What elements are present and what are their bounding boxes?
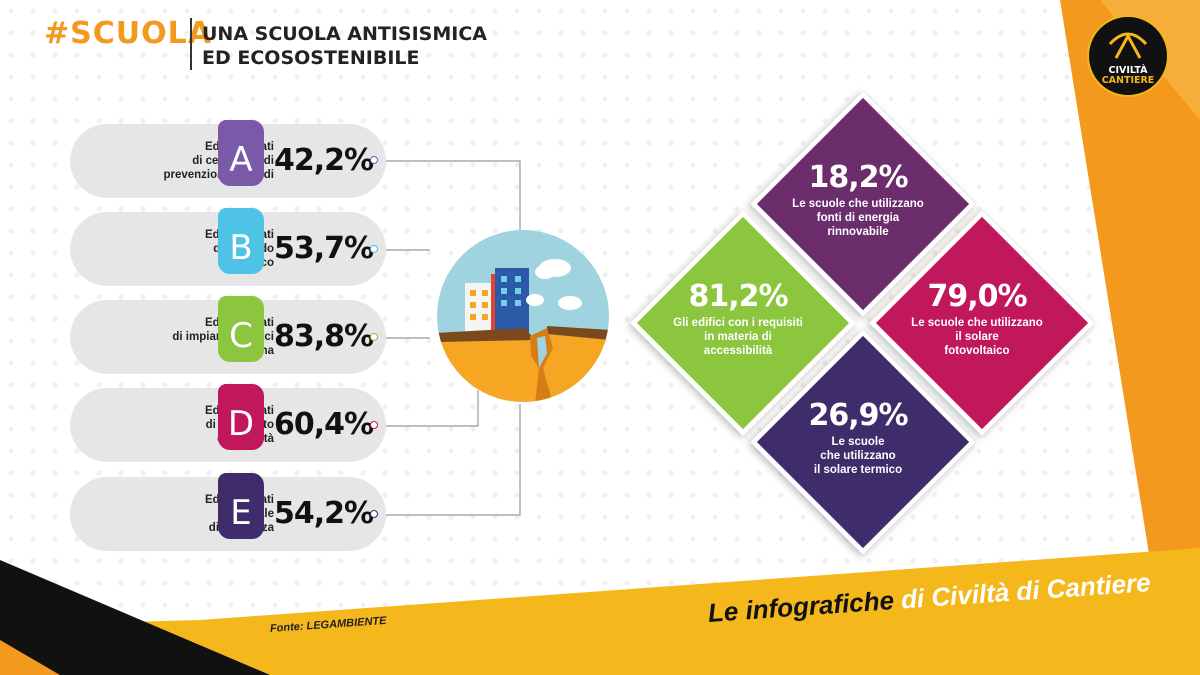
- desc-line: il solare: [955, 330, 999, 343]
- row-letter: D: [227, 404, 255, 444]
- diamond-value: 79,0%: [927, 278, 1027, 314]
- desc-line: accessibilità: [703, 344, 773, 357]
- diamond-value: 26,9%: [808, 397, 908, 433]
- connector-dot: [370, 245, 378, 253]
- orange-band-right: [1060, 0, 1200, 560]
- page-title: UNA SCUOLA ANTISISMICA ED ECOSOSTENIBILE: [202, 22, 487, 70]
- hashtag-label: #SCUOLA: [44, 16, 212, 51]
- diamond-solar-thermal: 26,9% Le scuole che utilizzano il solare…: [778, 357, 938, 517]
- letter-tab: [218, 384, 264, 450]
- civilta-cantiere-logo-icon: [1087, 15, 1169, 97]
- black-triangle-bottom-left: [0, 560, 270, 675]
- connector-dot: [370, 421, 378, 429]
- stat-row-d: Edifici dotati di certificato di agibili…: [70, 384, 386, 462]
- stat-row-b: Edifici dotati di collaudo statico B 53,…: [70, 208, 386, 286]
- desc-line: rinnovabile: [827, 225, 889, 238]
- stat-row-e: Edifici dotati di scale di sicurezza E 5…: [70, 473, 386, 551]
- orange-corner: [0, 640, 60, 675]
- row-letter: C: [229, 316, 253, 356]
- row-value: 83,8%: [274, 319, 374, 354]
- letter-tab: [218, 296, 264, 362]
- stat-row-c: Edifici dotati di impianti elettrici a n…: [70, 296, 386, 374]
- logo-line-1: CIVILTÀ: [1108, 65, 1148, 76]
- letter-tab: [218, 473, 264, 539]
- letter-tab: [218, 120, 264, 186]
- desc-line: Le scuole che utilizzano: [911, 316, 1043, 329]
- desc-line: fonti di energia: [816, 211, 900, 224]
- row-value: 60,4%: [274, 407, 374, 442]
- diamond-desc: Le scuole che utilizzano fonti di energi…: [792, 197, 924, 239]
- letter-tab: [218, 208, 264, 274]
- earthquake-building-illustration: [437, 230, 609, 402]
- diamond-value: 18,2%: [808, 159, 908, 195]
- connector-lines: [376, 160, 521, 516]
- desc-line: Gli edifici con i requisiti: [673, 316, 803, 329]
- connector-dot: [370, 156, 378, 164]
- diamond-value: 81,2%: [688, 278, 788, 314]
- stat-row-a: Edifici dotati di certificato di prevenz…: [70, 120, 386, 198]
- connector-dot: [370, 510, 378, 518]
- diamond-desc: Le scuole che utilizzano il solare fotov…: [911, 316, 1043, 358]
- desc-line: Le scuole: [831, 435, 885, 448]
- yellow-band-bottom: [0, 548, 1200, 675]
- diamond-renewable: 18,2% Le scuole che utilizzano fonti di …: [778, 119, 938, 279]
- desc-line: fotovoltaico: [944, 344, 1010, 357]
- desc-line: il solare termico: [813, 463, 903, 476]
- row-letter: B: [229, 228, 253, 268]
- row-value: 42,2%: [274, 143, 374, 178]
- logo-line-2: CANTIERE: [1101, 75, 1155, 86]
- header-divider: [190, 18, 192, 70]
- desc-line: in materia di: [704, 330, 772, 343]
- diamond-desc: Le scuole che utilizzano il solare termi…: [814, 435, 902, 477]
- diamond-desc: Gli edifici con i requisiti in materia d…: [673, 316, 803, 358]
- title-line-2: ED ECOSOSTENIBILE: [202, 47, 420, 69]
- title-line-1: UNA SCUOLA ANTISISMICA: [202, 23, 487, 45]
- desc-line: Le scuole che utilizzano: [792, 197, 924, 210]
- desc-line: che utilizzano: [820, 449, 896, 462]
- row-value: 53,7%: [274, 231, 374, 266]
- row-letter: E: [230, 493, 252, 533]
- row-letter: A: [229, 140, 253, 180]
- diamond-accessibility: 81,2% Gli edifici con i requisiti in mat…: [658, 238, 818, 398]
- row-value: 54,2%: [274, 496, 374, 531]
- logo-text: CIVILTÀ CANTIERE: [1086, 66, 1170, 86]
- connector-dot: [370, 333, 378, 341]
- diamond-photovoltaic: 79,0% Le scuole che utilizzano il solare…: [897, 238, 1057, 398]
